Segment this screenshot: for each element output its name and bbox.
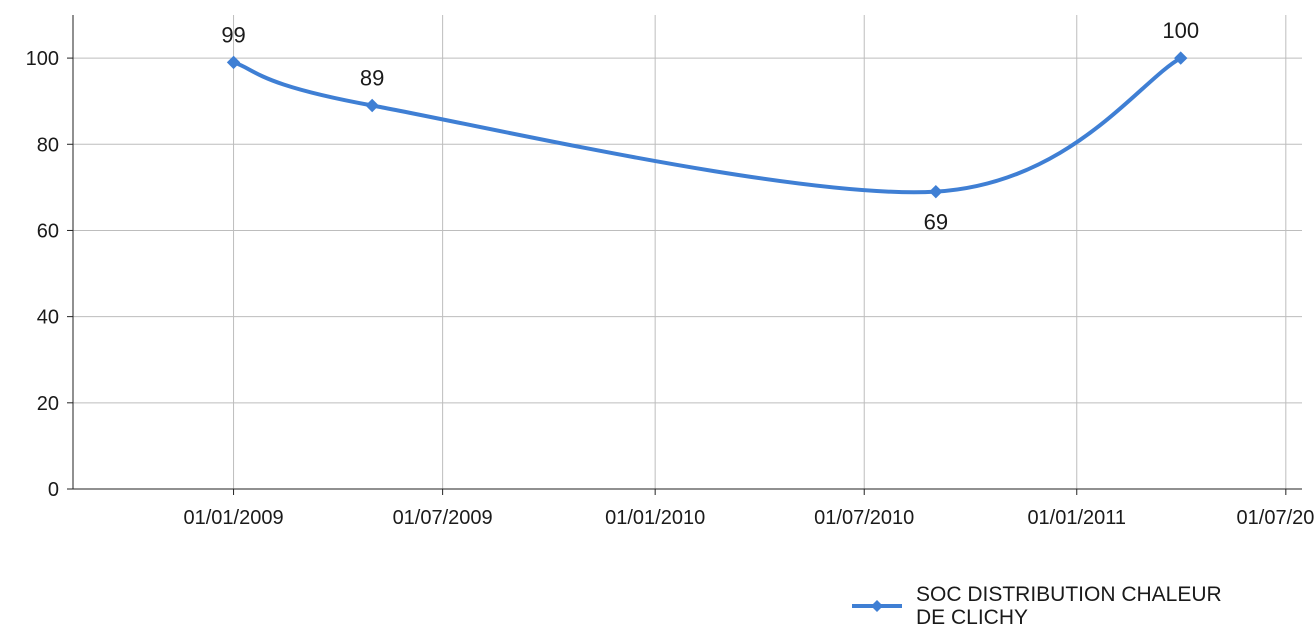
x-axis-tick-labels: 01/01/2009 01/07/2009 01/01/2010 01/07/2010… [184, 507, 1314, 529]
legend-label: SOC DISTRIBUTION CHALEUR [916, 583, 1222, 606]
gridlines [73, 15, 1302, 489]
y-tick-label: 80 [37, 134, 59, 156]
data-label: 100 [1162, 18, 1199, 43]
series-layer [226, 51, 1188, 199]
x-tick-label: 01/01/2010 [605, 507, 705, 529]
y-tick-label: 100 [26, 48, 59, 70]
legend-label: DE CLICHY [916, 606, 1028, 629]
y-axis-tick-labels: 0 20 40 60 80 100 [26, 48, 59, 501]
y-tick-label: 20 [37, 393, 59, 415]
y-tick-label: 60 [37, 220, 59, 242]
data-point-marker [1174, 51, 1188, 65]
data-point-marker [365, 98, 379, 113]
data-label: 99 [221, 22, 245, 47]
data-point-marker [929, 184, 943, 199]
y-tick-label: 40 [37, 307, 59, 329]
x-tick-label: 01/07/2011 [1237, 507, 1314, 529]
series-line [231, 56, 1183, 195]
x-tick-label: 01/01/2011 [1027, 507, 1126, 529]
data-label: 69 [924, 210, 948, 235]
y-tick-label: 0 [48, 479, 59, 501]
axes [67, 15, 1302, 495]
data-point-marker [226, 55, 241, 70]
x-tick-label: 01/07/2010 [814, 507, 914, 529]
data-label: 89 [360, 65, 384, 90]
data-labels: 99 89 69 100 [221, 18, 1199, 235]
legend-swatch-marker [871, 600, 883, 612]
x-tick-label: 01/01/2009 [184, 507, 284, 529]
x-tick-label: 01/07/2009 [393, 507, 493, 529]
